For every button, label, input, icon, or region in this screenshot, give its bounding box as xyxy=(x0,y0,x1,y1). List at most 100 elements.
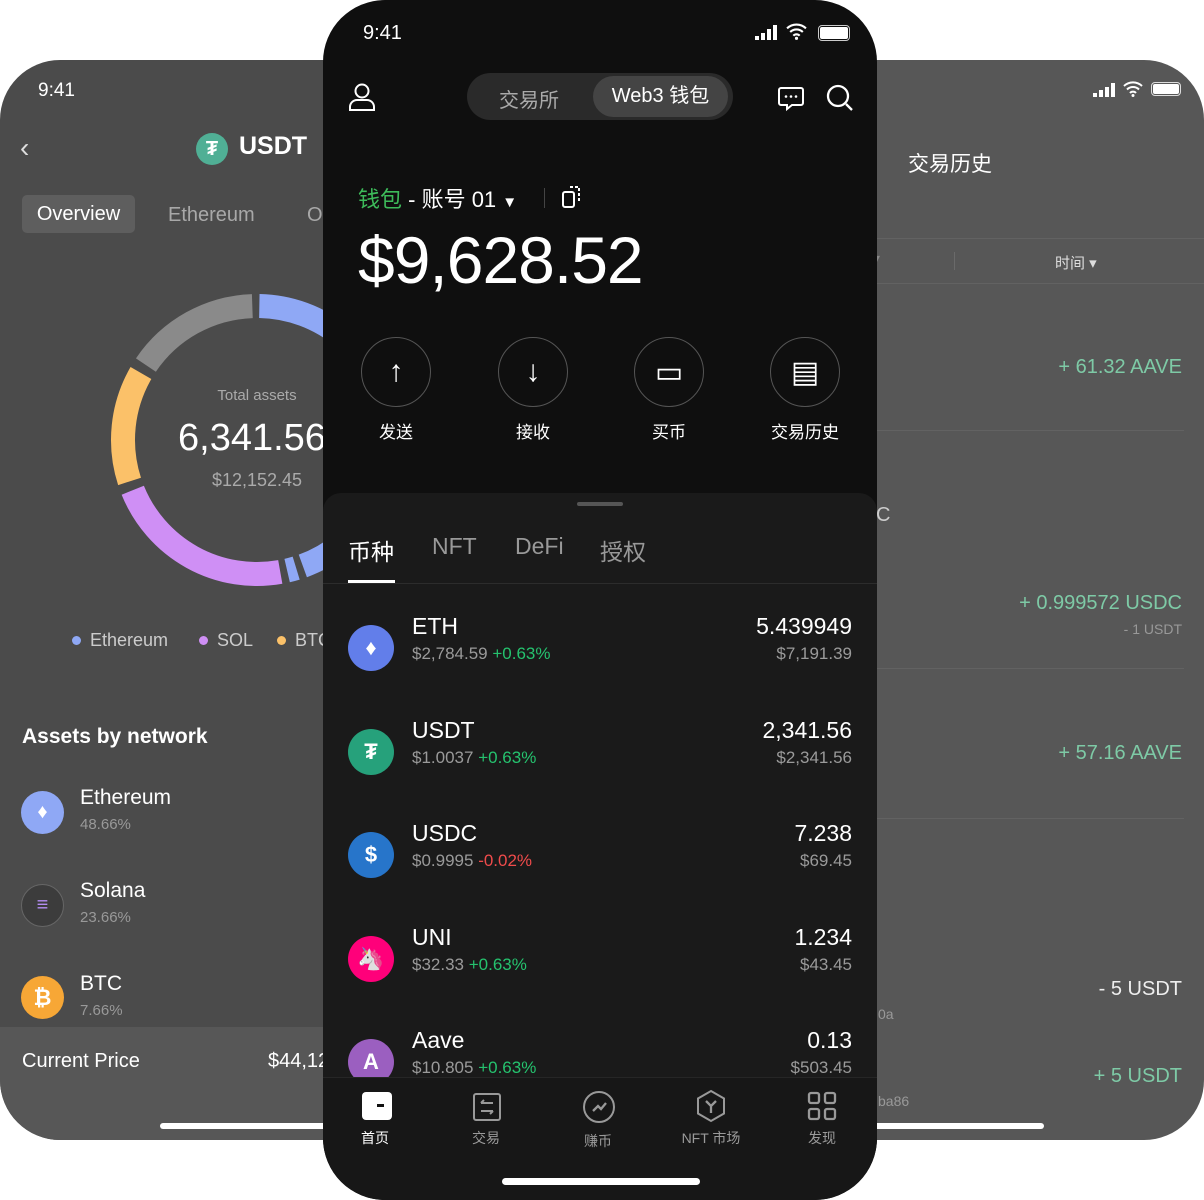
history-amount: - 5 USDT xyxy=(1098,978,1182,1000)
page-title: USDT xyxy=(239,132,308,160)
history-fragment: C xyxy=(876,504,891,526)
wifi-icon xyxy=(1123,81,1143,97)
balance: $9,628.52 xyxy=(358,223,644,297)
token-icon: 🦄 xyxy=(348,935,394,982)
token-price-value: $32.33 xyxy=(412,954,464,974)
history-fragment: ba86 xyxy=(878,1093,910,1109)
token-icon: ♦ xyxy=(348,625,394,671)
home-indicator xyxy=(780,1123,1044,1129)
bottom-nav: 首页 交易 赚币 NFT 市场 发现 xyxy=(323,1077,877,1200)
token-price-value: $10.805 xyxy=(412,1058,474,1077)
history-icon: ▤ xyxy=(790,355,820,389)
token-change: -0.02% xyxy=(478,851,533,870)
divider xyxy=(580,430,1184,431)
tab-underline xyxy=(348,580,395,583)
token-value: $7,191.39 xyxy=(776,644,852,663)
token-price: $0.9995 -0.02% xyxy=(412,851,532,871)
token-value: $43.45 xyxy=(800,954,852,974)
discover-icon[interactable] xyxy=(807,1091,837,1121)
token-price: $2,784.59 +0.63% xyxy=(412,644,551,664)
sheet-handle[interactable] xyxy=(577,502,623,506)
wifi-icon xyxy=(786,23,807,40)
account-selector[interactable]: 钱包 - 账号 01 ▼ xyxy=(358,182,517,214)
trade-icon[interactable] xyxy=(472,1092,502,1122)
filter-time-label: 时间 xyxy=(1055,255,1086,272)
legend-dot-ethereum xyxy=(72,636,81,645)
divider xyxy=(323,583,877,584)
token-amount: 7.238 xyxy=(794,820,852,846)
signal-icon xyxy=(755,25,777,40)
history-amount: + 57.16 AAVE xyxy=(1058,742,1182,764)
legend-dot-btc xyxy=(277,636,286,645)
token-price-value: $1.0037 xyxy=(412,747,474,767)
nav-discover[interactable]: 发现 xyxy=(808,1130,836,1146)
history-amount: + 61.32 AAVE xyxy=(1058,356,1182,378)
tab-other[interactable]: O xyxy=(307,204,323,226)
tab-ethereum[interactable]: Ethereum xyxy=(168,204,255,226)
filter-time[interactable]: 时间 ▾ xyxy=(1055,255,1097,272)
tab-nft[interactable]: NFT xyxy=(432,533,477,559)
segment-exchange[interactable]: 交易所 xyxy=(499,90,559,112)
tab-overview[interactable]: Overview xyxy=(22,195,135,233)
message-icon[interactable] xyxy=(777,84,805,112)
token-value: $2,341.56 xyxy=(776,747,852,767)
solana-icon: ≡ xyxy=(21,884,64,927)
token-amount: 1.234 xyxy=(794,923,852,950)
nav-home[interactable]: 首页 xyxy=(361,1130,389,1146)
token-price-value: $0.9995 xyxy=(412,851,474,870)
history-amount: + 0.999572 USDC xyxy=(1019,592,1182,614)
back-chevron-icon[interactable]: ‹ xyxy=(20,132,30,163)
status-time: 9:41 xyxy=(38,80,75,101)
history-amount: + 5 USDT xyxy=(1093,1065,1182,1087)
legend-ethereum: Ethereum xyxy=(90,630,169,650)
token-price: $32.33 +0.63% xyxy=(412,955,527,975)
token-value: $69.45 xyxy=(800,851,852,870)
tab-approvals[interactable]: 授权 xyxy=(600,539,646,565)
caret-down-icon: ▼ xyxy=(502,194,518,211)
legend-btc: BTC xyxy=(295,630,331,650)
token-price: $1.0037 +0.63% xyxy=(412,748,536,768)
token-icon: $ xyxy=(348,832,394,878)
wallet-label: 钱包 xyxy=(358,187,403,212)
network-pct: 48.66% xyxy=(80,816,131,833)
arrow-down-icon: ↓ xyxy=(525,355,541,388)
user-icon[interactable] xyxy=(348,82,376,112)
network-name: Solana xyxy=(80,879,146,902)
action-label: 接收 xyxy=(516,423,550,442)
donut-segment-other xyxy=(135,294,254,373)
legend-dot-sol xyxy=(199,636,208,645)
earn-icon[interactable] xyxy=(582,1090,616,1124)
token-price: $10.805 +0.63% xyxy=(412,1058,536,1078)
nav-earn[interactable]: 赚币 xyxy=(584,1133,612,1149)
divider xyxy=(954,252,955,270)
section-title: Assets by network xyxy=(22,725,208,748)
token-name: Aave xyxy=(412,1027,465,1053)
home-icon[interactable] xyxy=(362,1092,392,1120)
token-amount: 5.439949 xyxy=(756,613,852,639)
donut-segment-btc xyxy=(111,367,152,486)
nft-market-icon[interactable] xyxy=(695,1089,727,1123)
network-pct: 7.66% xyxy=(80,1002,123,1019)
legend-sol: SOL xyxy=(217,630,254,650)
ethereum-icon: ♦ xyxy=(21,791,64,834)
battery-icon xyxy=(1151,82,1181,96)
token-value: $503.45 xyxy=(790,1058,852,1077)
nav-trade[interactable]: 交易 xyxy=(472,1130,500,1146)
signal-icon xyxy=(1093,83,1115,97)
network-name: BTC xyxy=(80,972,122,995)
tab-defi[interactable]: DeFi xyxy=(515,533,564,559)
current-price-value: $44,12 xyxy=(268,1050,330,1072)
segment-web3-wallet[interactable]: Web3 钱包 xyxy=(593,76,728,117)
copy-icon[interactable] xyxy=(561,184,583,210)
total-assets-value: 6,341.56 xyxy=(178,417,326,459)
token-name: UNI xyxy=(412,923,452,950)
token-change: +0.63% xyxy=(492,644,551,663)
filter-caret-icon[interactable]: ▾ xyxy=(874,251,881,265)
divider xyxy=(580,668,1184,669)
search-icon[interactable] xyxy=(825,83,855,113)
token-name: USDC xyxy=(412,820,478,846)
nav-nft-market[interactable]: NFT 市场 xyxy=(681,1130,741,1146)
usdt-logo-icon: ₮ xyxy=(196,133,228,165)
current-price-label: Current Price xyxy=(22,1050,140,1072)
tab-tokens[interactable]: 币种 xyxy=(348,539,394,565)
